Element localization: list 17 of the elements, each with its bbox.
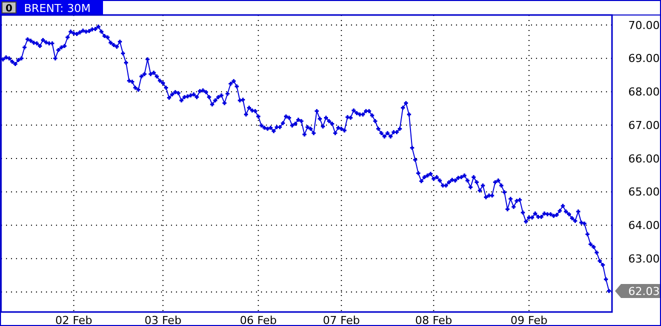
- x-tick-label: 08 Feb: [415, 314, 452, 326]
- x-tick-label: 09 Feb: [510, 314, 548, 326]
- chart-title: BRENT: 30M: [24, 2, 91, 15]
- button-icon: 0: [2, 2, 16, 14]
- y-tick-label: 70.00: [628, 18, 660, 32]
- y-tick-label: 69.00: [628, 52, 660, 66]
- y-tick-label: 68.00: [628, 86, 660, 99]
- y-tick-label: 65.00: [628, 186, 660, 199]
- y-tick-label: 63.00: [628, 252, 660, 266]
- x-tick-label: 07 Feb: [322, 314, 360, 326]
- x-tick-label: 03 Feb: [144, 314, 182, 326]
- y-tick-label: 66.00: [628, 152, 660, 166]
- data-label: 62.03: [628, 284, 660, 298]
- y-tick-label: 67.00: [628, 118, 660, 132]
- x-tick-label: 06 Feb: [240, 314, 277, 326]
- x-tick-label: 02 Feb: [55, 314, 92, 326]
- y-tick-label: 64.00: [628, 219, 660, 232]
